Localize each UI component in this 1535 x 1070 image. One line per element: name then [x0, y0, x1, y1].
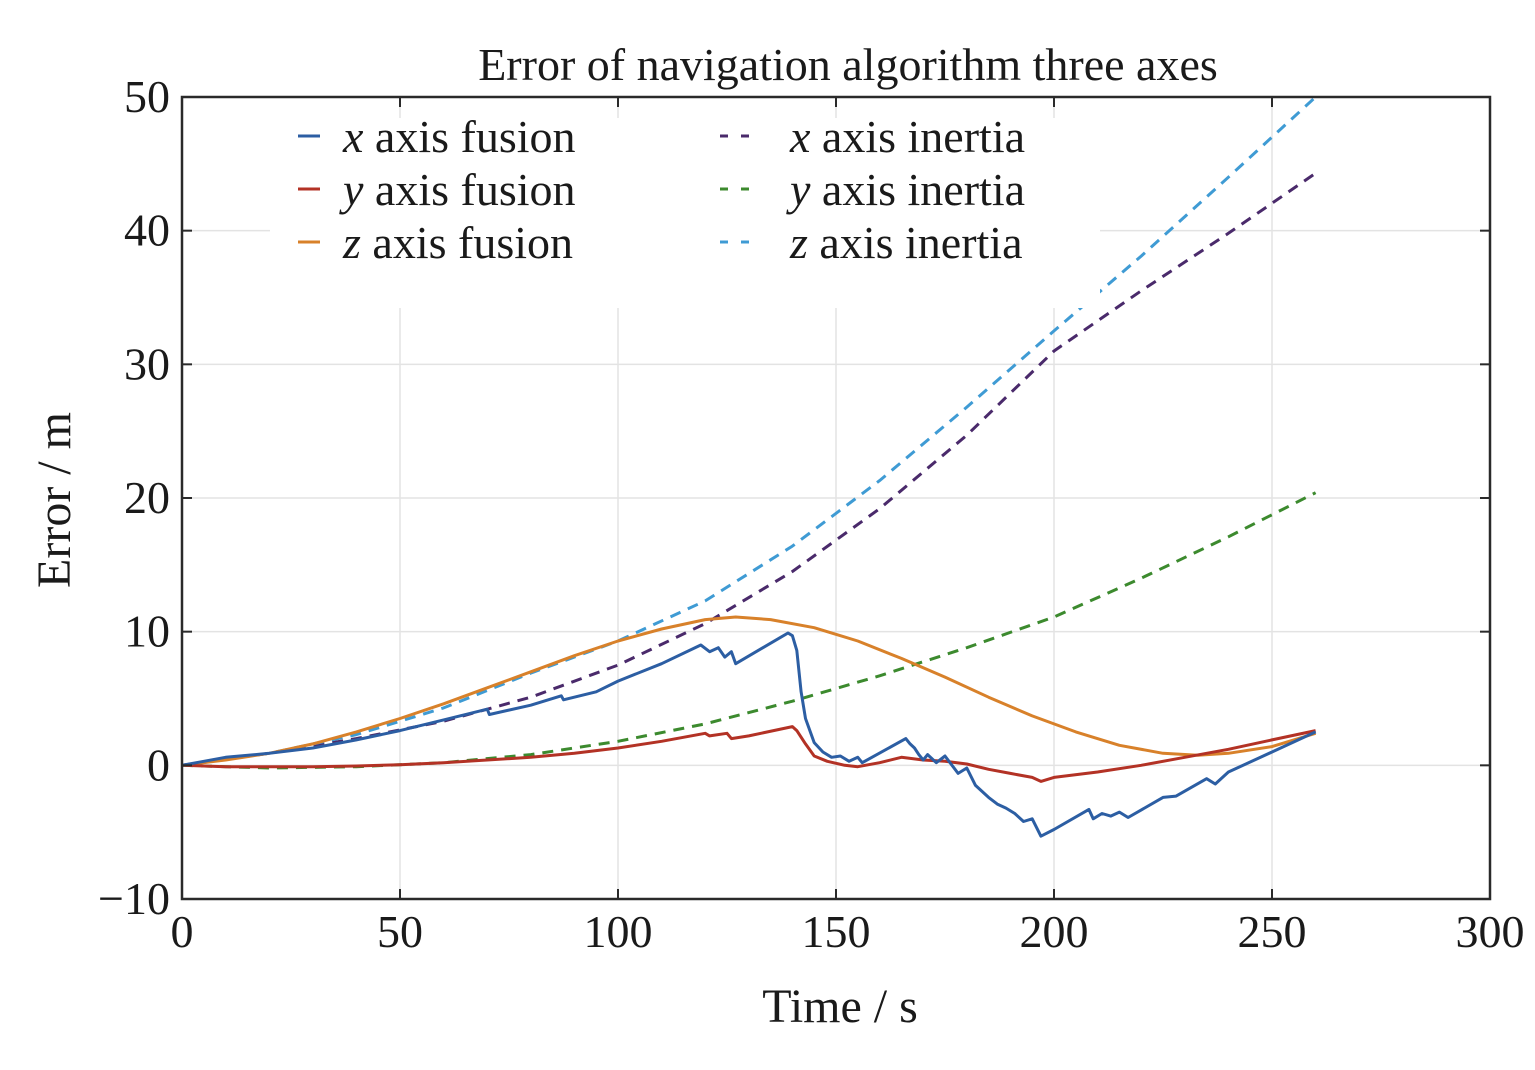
x-tick-label: 0 — [171, 906, 194, 957]
series-line — [182, 725, 1316, 783]
legend-text: axis inertia — [808, 217, 1023, 268]
legend-variable: z — [342, 217, 361, 268]
x-tick-label: 200 — [1020, 906, 1089, 957]
y-tick-label: 10 — [124, 606, 170, 657]
x-tick-label: 250 — [1238, 906, 1307, 957]
x-tick-label: 150 — [802, 906, 871, 957]
y-tick-label: 30 — [124, 338, 170, 389]
x-tick-label: 100 — [584, 906, 653, 957]
x-axis-label: Time / s — [762, 980, 918, 1033]
x-tick-label: 50 — [377, 906, 423, 957]
legend-label: x axis fusion — [342, 111, 576, 162]
y-tick-label: 50 — [124, 71, 170, 122]
series-line — [182, 491, 1317, 770]
legend-text: axis inertia — [810, 164, 1025, 215]
legend-variable: x — [342, 111, 364, 162]
legend-label: x axis inertia — [789, 111, 1025, 162]
legend-text: axis fusion — [363, 111, 575, 162]
plot-frame — [180, 95, 1492, 901]
y-tick-label: 20 — [124, 472, 170, 523]
plot-lines — [182, 97, 1317, 838]
legend-box — [270, 118, 1100, 308]
legend-variable: x — [789, 111, 811, 162]
legend-text: axis inertia — [810, 111, 1025, 162]
y-tick-label: 0 — [147, 739, 170, 790]
legend-label: y axis inertia — [786, 164, 1025, 215]
legend-text: axis fusion — [361, 217, 573, 268]
x-tick-label: 300 — [1456, 906, 1525, 957]
chart-title: Error of navigation algorithm three axes — [478, 39, 1218, 90]
legend-label: z axis inertia — [789, 217, 1023, 268]
y-tick-label: 40 — [124, 205, 170, 256]
legend-text: axis fusion — [363, 164, 575, 215]
y-tick-label: −10 — [98, 873, 170, 924]
legend-variable: z — [789, 217, 808, 268]
y-axis-label: Error / m — [28, 412, 81, 588]
legend-variable: y — [339, 164, 364, 215]
series-line — [182, 97, 1317, 767]
series-line — [182, 631, 1317, 838]
legend-variable: y — [786, 164, 811, 215]
legend-label: y axis fusion — [339, 164, 576, 215]
series-line — [182, 615, 1317, 767]
legend-label: z axis fusion — [342, 217, 573, 268]
